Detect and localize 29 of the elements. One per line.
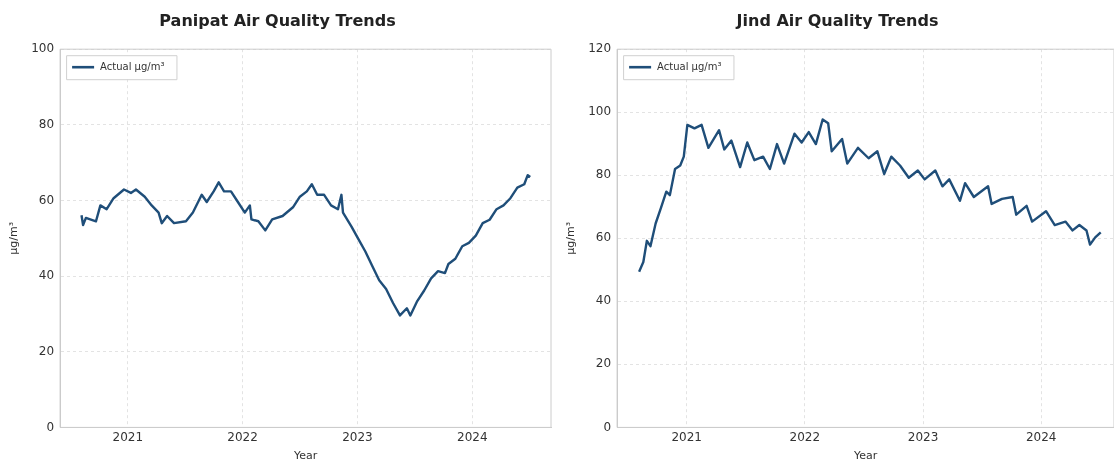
legend-label: Actual µg/m³ bbox=[100, 60, 165, 72]
y-tick-label: 60 bbox=[38, 192, 55, 207]
y-tick-label: 100 bbox=[588, 104, 612, 119]
y-tick-label: 40 bbox=[595, 293, 612, 308]
x-tick-label: 2022 bbox=[227, 429, 258, 444]
y-tick-label: 120 bbox=[588, 41, 612, 56]
x-tick-label: 2023 bbox=[907, 429, 939, 444]
chart-title: Panipat Air Quality Trends bbox=[159, 10, 396, 30]
x-tick-label: 2024 bbox=[1025, 429, 1057, 444]
y-tick-label: 0 bbox=[603, 419, 612, 434]
y-axis-title: µg/m³ bbox=[7, 221, 21, 255]
x-tick-label: 2021 bbox=[112, 429, 144, 444]
y-tick-label: 0 bbox=[46, 419, 55, 434]
x-axis-title: Year bbox=[292, 449, 318, 463]
x-tick-label: 2023 bbox=[342, 429, 373, 444]
x-axis-title: Year bbox=[852, 449, 878, 463]
legend-label: Actual µg/m³ bbox=[657, 60, 722, 72]
chart-title: Jind Air Quality Trends bbox=[735, 10, 939, 30]
y-tick-label: 20 bbox=[38, 343, 55, 358]
x-tick-label: 2021 bbox=[671, 429, 702, 444]
x-tick-label: 2024 bbox=[457, 429, 488, 444]
y-tick-label: 60 bbox=[595, 230, 612, 245]
y-axis-title: µg/m³ bbox=[564, 221, 578, 255]
y-tick-label: 80 bbox=[38, 116, 55, 131]
y-tick-label: 100 bbox=[31, 41, 55, 56]
x-tick-label: 2022 bbox=[789, 429, 821, 444]
y-tick-label: 40 bbox=[38, 268, 55, 283]
y-tick-label: 80 bbox=[595, 167, 612, 182]
y-tick-label: 20 bbox=[595, 356, 612, 371]
